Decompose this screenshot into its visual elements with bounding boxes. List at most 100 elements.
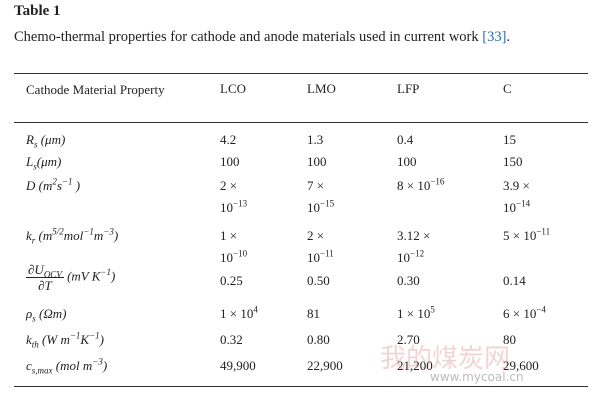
text: 81	[307, 306, 320, 321]
cell-line: 4.2	[220, 129, 236, 151]
table-cell: 1 × 104	[220, 303, 258, 325]
cell-line: 10−15	[307, 197, 334, 219]
cell-line: 1 ×	[220, 225, 247, 247]
text: 22,900	[307, 358, 343, 373]
superscript: −1	[61, 176, 73, 187]
bottom-rule	[14, 386, 588, 387]
table-cell: 150	[503, 151, 523, 173]
cell-line: 0.32	[220, 329, 243, 351]
cell-line: 5 × 10−11	[503, 225, 550, 247]
table-cell: 0.32	[220, 329, 243, 351]
cell-line: 100	[220, 151, 240, 173]
text: 4.2	[220, 132, 237, 147]
subscript: OCV	[43, 269, 62, 280]
cell-line: 3.12 ×	[397, 225, 430, 247]
table-cell: 7 × 10−15	[307, 175, 334, 219]
cell-line: 1 × 104	[220, 303, 258, 325]
text: (mV K	[63, 268, 101, 284]
fraction: ∂UOCV ∂T	[26, 262, 64, 293]
text: )	[102, 358, 108, 373]
table-cell: 6 × 10−4	[503, 303, 546, 325]
watermark: 我的煤炭网	[380, 344, 511, 374]
text: 0.25	[220, 273, 243, 288]
cell-line: 10−11	[307, 247, 334, 269]
text: 49,900	[220, 358, 256, 373]
text: 80	[503, 332, 516, 347]
superscript: −3	[103, 226, 114, 237]
text: 0.30	[397, 273, 420, 288]
cell-line: 2 ×	[307, 225, 334, 247]
text: (μm)	[37, 132, 66, 147]
column-header: LCO	[220, 81, 246, 96]
text: (m	[35, 228, 53, 243]
table-cell: 29,600	[503, 355, 539, 377]
cell-line: 0.80	[307, 329, 330, 351]
table-cell: 100	[397, 151, 417, 173]
text: 0.80	[307, 332, 330, 347]
watermark-url: www.mycoal.cn	[430, 370, 524, 384]
text: R	[26, 132, 34, 147]
row-label: D (m2s−1 )	[26, 175, 80, 197]
row-label: Rs (μm)	[26, 129, 65, 151]
cell-line: 2 ×	[220, 175, 247, 197]
text: 10	[503, 200, 516, 215]
superscript: −15	[320, 198, 335, 209]
header-rule	[14, 122, 588, 123]
table-cell: 3.9 × 10−14	[503, 175, 530, 219]
text: ρ	[26, 306, 33, 321]
superscript: −1	[100, 267, 111, 278]
citation[interactable]: [33]	[482, 29, 507, 45]
cell-line: 2.70	[397, 329, 420, 351]
text: mol	[63, 228, 84, 243]
text: 10	[307, 200, 320, 215]
table-cell: 100	[220, 151, 240, 173]
row-label: kth (W m−1K−1)	[26, 329, 104, 351]
cell-line: 10−12	[397, 247, 430, 269]
cell-line: 81	[307, 303, 320, 325]
text: 3.12 ×	[397, 228, 431, 243]
cell-line: 1.3	[307, 129, 323, 151]
table-cell: 0.4	[397, 129, 413, 151]
superscript: −10	[233, 248, 248, 259]
text: )	[111, 268, 116, 284]
table-cell: 0.50	[307, 270, 330, 292]
text: 1.3	[307, 132, 324, 147]
subscript: r	[31, 235, 36, 246]
superscript: −16	[430, 176, 445, 187]
superscript: −3	[92, 356, 103, 367]
cell-line: 8 × 10−16	[397, 175, 444, 197]
subscript: s	[33, 139, 38, 150]
text: )	[72, 178, 81, 193]
table-cell: 1 × 105	[397, 303, 435, 325]
table-cell: 100	[307, 151, 327, 173]
table-cell: 1 × 10−10	[220, 225, 247, 269]
cell-line: 150	[503, 151, 523, 173]
caption-text: Chemo-thermal properties for cathode and…	[14, 29, 479, 45]
table-cell: 3.12 × 10−12	[397, 225, 430, 269]
text: 8 × 10	[397, 178, 431, 193]
cell-line: 100	[397, 151, 417, 173]
column-header: Cathode Material Property	[26, 82, 165, 97]
table-cell: 80	[503, 329, 516, 351]
text: 0.4	[397, 132, 414, 147]
superscript: −12	[410, 248, 425, 259]
table-cell: 15	[503, 129, 516, 151]
text: 100	[307, 154, 327, 169]
cell-line: 10−10	[220, 247, 247, 269]
row-label: ρs (Ωm)	[26, 303, 66, 325]
table-cell: 5 × 10−11	[503, 225, 550, 247]
text: 7 ×	[307, 178, 325, 193]
text: 2.70	[397, 332, 420, 347]
text: 100	[220, 154, 240, 169]
cell-line: 49,900	[220, 355, 256, 377]
table-cell: 2 × 10−11	[307, 225, 334, 269]
text: 150	[503, 154, 523, 169]
caption-end: .	[506, 29, 511, 45]
text: (μm)	[36, 154, 62, 169]
cell-line: 0.4	[397, 129, 413, 151]
cell-line: 1 × 105	[397, 303, 435, 325]
text: ∂T	[38, 278, 52, 293]
column-header: LMO	[307, 81, 336, 96]
text: s	[56, 178, 62, 193]
text: D (m	[26, 178, 53, 193]
